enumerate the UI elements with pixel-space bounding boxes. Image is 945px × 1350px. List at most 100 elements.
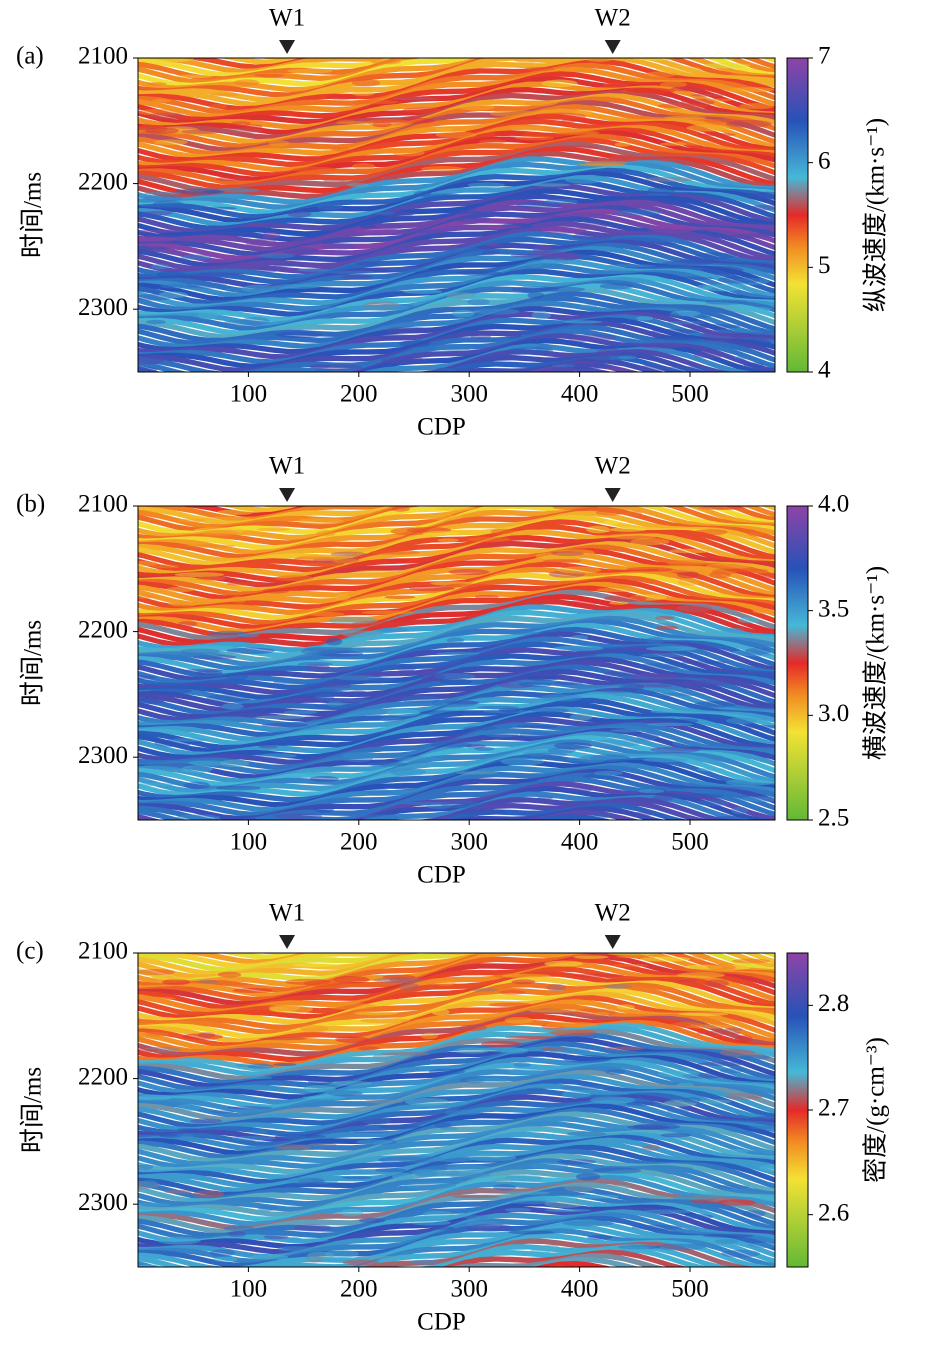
x-tick-label: 100	[230, 829, 268, 856]
texture	[589, 739, 642, 747]
texture	[209, 103, 227, 110]
texture	[467, 182, 505, 188]
texture	[593, 770, 623, 776]
texture	[676, 570, 700, 579]
texture	[646, 646, 698, 652]
texture	[258, 753, 297, 759]
texture	[712, 1184, 750, 1189]
texture	[354, 569, 397, 575]
texture	[138, 1202, 172, 1207]
texture	[504, 332, 522, 339]
texture	[650, 746, 700, 753]
texture	[230, 121, 252, 126]
texture	[536, 796, 554, 800]
seismic-layer	[138, 249, 775, 303]
texture	[489, 110, 538, 117]
texture	[603, 595, 648, 602]
texture	[580, 304, 598, 309]
texture	[458, 809, 507, 815]
texture	[582, 773, 632, 780]
texture	[446, 1164, 492, 1172]
texture	[381, 1052, 430, 1056]
texture	[262, 588, 290, 594]
colorbar-label: 横波速度/(km·s⁻¹)	[862, 566, 890, 760]
texture	[296, 518, 345, 525]
texture	[232, 984, 278, 989]
texture	[653, 335, 702, 341]
seismic-layer	[138, 1186, 775, 1239]
texture	[422, 531, 460, 536]
texture	[166, 586, 196, 593]
texture	[431, 1008, 450, 1016]
texture	[507, 347, 554, 355]
texture	[637, 342, 687, 349]
texture	[263, 1234, 289, 1240]
texture	[462, 725, 498, 731]
texture	[705, 979, 729, 988]
texture	[517, 779, 538, 783]
texture	[445, 583, 490, 588]
texture	[608, 1184, 630, 1191]
texture	[329, 270, 378, 275]
texture	[458, 666, 485, 670]
texture	[550, 551, 585, 557]
seismic-layer	[138, 333, 775, 372]
seismic-layer	[533, 1261, 613, 1267]
texture	[387, 80, 414, 86]
texture	[640, 653, 688, 658]
texture	[325, 1002, 376, 1010]
texture	[354, 227, 399, 234]
texture	[624, 511, 642, 517]
texture	[391, 1172, 413, 1180]
texture	[440, 800, 482, 809]
texture	[435, 131, 477, 139]
texture	[272, 1005, 313, 1014]
texture	[566, 787, 594, 792]
texture	[714, 58, 735, 61]
texture	[696, 284, 713, 291]
colorbar	[786, 505, 809, 821]
seismic-layer	[138, 1028, 775, 1082]
texture	[633, 811, 653, 817]
texture	[701, 266, 744, 274]
texture	[174, 572, 225, 578]
texture	[551, 364, 576, 368]
texture	[466, 1223, 513, 1232]
texture	[545, 1208, 591, 1212]
texture	[633, 241, 677, 246]
y-tick-label: 2200	[78, 1063, 128, 1090]
texture	[571, 634, 589, 640]
texture	[152, 98, 172, 103]
texture	[454, 216, 492, 223]
texture	[671, 276, 715, 281]
texture	[261, 722, 309, 728]
texture	[511, 979, 536, 985]
texture	[716, 235, 755, 240]
texture	[570, 713, 593, 721]
texture	[514, 58, 542, 64]
texture	[310, 718, 354, 723]
seismic-layer	[138, 506, 775, 533]
texture	[395, 665, 417, 672]
texture	[463, 1215, 489, 1220]
texture	[149, 688, 193, 694]
seismic-layer	[533, 366, 613, 372]
seismic-layer	[138, 953, 775, 980]
seismic-layer	[138, 507, 775, 560]
texture	[654, 264, 693, 269]
texture	[535, 112, 587, 121]
texture	[446, 700, 480, 705]
texture	[633, 365, 672, 372]
texture	[197, 311, 219, 320]
texture	[545, 1021, 598, 1028]
texture	[190, 1118, 223, 1124]
seismic-layer	[138, 953, 315, 961]
texture	[387, 558, 409, 563]
seismic-layer	[138, 585, 775, 638]
texture	[472, 308, 520, 315]
seismic-layer	[138, 701, 775, 754]
texture	[588, 1091, 630, 1096]
seismic-layer	[138, 589, 775, 642]
texture	[531, 707, 570, 713]
texture	[430, 742, 473, 748]
